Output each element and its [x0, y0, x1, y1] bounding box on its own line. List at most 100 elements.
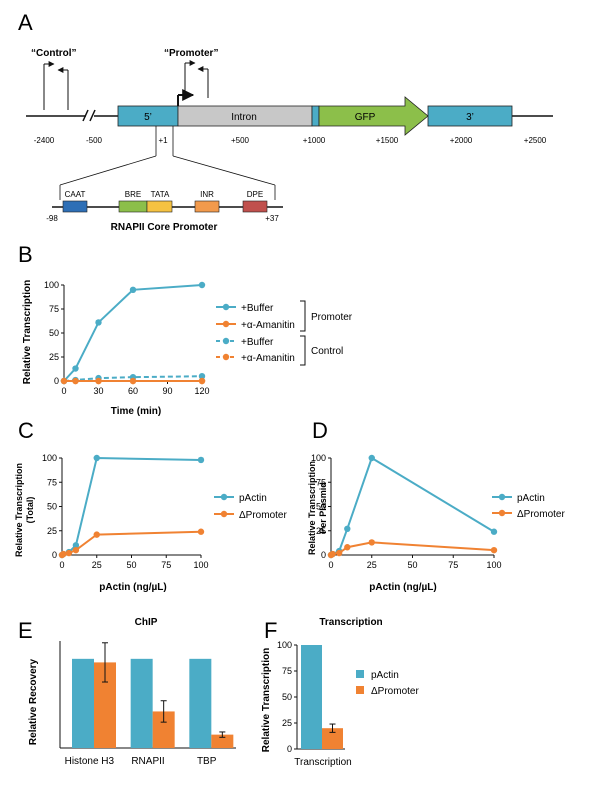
chart-b-xlabel: Time (min) — [111, 406, 161, 417]
y-tick-label: 75 — [49, 304, 59, 314]
region-gfp-label: GFP — [355, 112, 376, 123]
data-point — [60, 550, 67, 558]
chart-d-plot: 0 25 50 75 100 0 25 50 75 100 — [311, 453, 502, 570]
legend-b-group-control: Control — [311, 346, 343, 357]
chart-c-xlabel: pActin (ng/µL) — [99, 582, 166, 593]
bar — [211, 734, 234, 748]
region-3prime-label: 3’ — [466, 112, 474, 123]
coord-label: +1500 — [376, 136, 399, 145]
region-gfp — [318, 96, 429, 136]
x-tick-label: 30 — [93, 386, 103, 396]
bar — [189, 658, 212, 748]
series-line-0 — [330, 456, 495, 556]
x-tick-label: 90 — [162, 386, 172, 396]
data-point — [198, 281, 206, 289]
y-tick-label: 50 — [47, 502, 57, 512]
data-point — [198, 377, 206, 385]
bar — [94, 662, 116, 748]
data-point — [95, 319, 102, 326]
bar — [152, 711, 175, 748]
panel-e-label: E — [18, 618, 33, 643]
coord-label: +1000 — [303, 136, 326, 145]
panel-a-label: A — [18, 10, 33, 35]
y-tick-label: 50 — [282, 692, 292, 702]
chart-d-xlabel: pActin (ng/µL) — [369, 582, 436, 593]
region-5prime-label: 5’ — [144, 112, 152, 123]
chart-f-plot: 0 25 50 75 100 Transcription — [277, 640, 352, 768]
chart-d-legend: pActin ΔPromoter — [492, 493, 565, 520]
x-tick-label: 60 — [128, 386, 138, 396]
panel-c: C 0 25 50 75 100 0 25 50 75 100 pActin (ng/µL) Re… — [14, 418, 287, 593]
chart-c-plot: 0 25 50 75 100 0 25 50 75 100 — [42, 453, 209, 570]
panel-e: E ChIP Histone H3 RNAPII TBP Relative Reco… — [18, 617, 236, 767]
y-tick-label: 25 — [282, 718, 292, 728]
x-tick-label: 50 — [126, 560, 136, 570]
data-point — [129, 377, 137, 385]
legend-b-item: +Buffer — [241, 303, 274, 314]
category-label: Histone H3 — [65, 756, 115, 767]
primer-promoter-label: “Promoter” — [164, 48, 218, 59]
data-point — [198, 373, 206, 380]
chart-c-legend: pActin ΔPromoter — [214, 493, 287, 521]
zoom-lines — [59, 126, 276, 200]
data-point — [65, 549, 73, 557]
x-tick-label: 100 — [486, 560, 501, 570]
data-point — [72, 542, 80, 549]
category-label: Transcription — [294, 757, 351, 768]
region-intron-label: Intron — [231, 112, 257, 123]
chart-f-title: Transcription — [319, 617, 382, 628]
data-point — [129, 286, 137, 293]
chart-b-ylabel: Relative Transcription — [22, 280, 33, 384]
y-tick-label: 50 — [316, 502, 326, 512]
y-tick-label: 0 — [54, 376, 59, 386]
chart-e-plot: Histone H3 RNAPII TBP — [59, 641, 236, 767]
coord-label: +2500 — [524, 136, 547, 145]
panel-f: F Transcription 0255075100Transcription … — [261, 617, 419, 768]
y-tick-label: 25 — [47, 526, 57, 536]
series-line-1 — [61, 530, 202, 556]
y-tick-label: 25 — [49, 352, 59, 362]
data-point — [72, 365, 79, 372]
element-dpe-label: DPE — [247, 190, 263, 199]
series-line-1 — [330, 541, 495, 556]
y-tick-label: 0 — [52, 550, 57, 560]
data-point — [93, 454, 100, 462]
data-point — [72, 377, 79, 385]
tss-arrow-icon — [177, 89, 195, 106]
coord-label: -500 — [86, 136, 103, 145]
data-point — [72, 546, 80, 554]
series-line-0 — [63, 284, 203, 382]
primer-control-arrows — [43, 60, 209, 110]
x-tick-label: 25 — [367, 560, 377, 570]
data-point — [490, 528, 498, 535]
coord-label: +2000 — [450, 136, 473, 145]
data-point — [95, 377, 102, 385]
chart-c-ylabel: Relative Transcription — [14, 463, 24, 557]
element-inr — [194, 200, 220, 213]
core-promoter-title: RNAPII Core Promoter — [111, 222, 218, 233]
bar — [130, 658, 153, 748]
bar — [301, 645, 322, 749]
y-tick-label: 100 — [277, 640, 292, 650]
panel-b: B 0 25 50 75 100 0 30 60 90 120 Time (min) Relati… — [18, 242, 353, 417]
chart-f-legend: pActin ΔPromoter — [356, 670, 419, 697]
y-tick-label: 50 — [49, 328, 59, 338]
data-point — [344, 544, 351, 551]
element-bre — [118, 200, 148, 213]
x-tick-label: 120 — [194, 386, 209, 396]
legend-f-item: pActin — [371, 670, 399, 681]
data-point — [368, 539, 375, 546]
chart-c-ylabel2: (Total) — [25, 497, 35, 524]
y-tick-label: 100 — [42, 453, 57, 463]
primer-control-label: “Control” — [31, 48, 77, 59]
y-tick-label: 25 — [316, 526, 326, 536]
x-tick-label: 0 — [328, 560, 333, 570]
region-3prime — [427, 105, 513, 127]
y-tick-label: 75 — [316, 477, 326, 487]
data-point — [93, 531, 100, 538]
data-point — [368, 454, 375, 462]
y-tick-label: 75 — [282, 666, 292, 676]
legend-c-item: ΔPromoter — [239, 510, 287, 521]
panel-d: D 0 25 50 75 100 0 25 50 75 100 pActin (ng/µL) Re… — [307, 418, 565, 593]
